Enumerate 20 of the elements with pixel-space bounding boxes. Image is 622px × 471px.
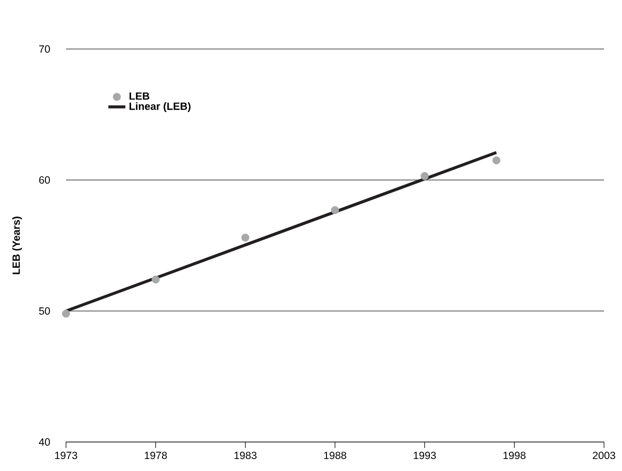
x-tick-label: 1983 bbox=[234, 452, 257, 460]
y-tick-label: 60 bbox=[39, 176, 50, 184]
point bbox=[492, 156, 500, 164]
y-tick-label: 70 bbox=[39, 45, 50, 53]
point bbox=[62, 310, 70, 318]
x-tick-label: 1998 bbox=[504, 452, 526, 460]
point bbox=[241, 234, 250, 242]
x-tick-label: 2003 bbox=[592, 452, 616, 460]
y-axis-title: LEB (Years) bbox=[12, 216, 22, 274]
x-tick-label: 1973 bbox=[55, 452, 78, 460]
y-tick-label: 50 bbox=[39, 307, 50, 315]
point bbox=[420, 172, 429, 180]
x-tick-label: 1988 bbox=[324, 452, 346, 460]
legend-label: Linear (LEB) bbox=[130, 102, 190, 112]
point bbox=[152, 276, 160, 284]
legend-label: LEB bbox=[130, 92, 150, 100]
x-tick-label: 1993 bbox=[414, 452, 436, 460]
y-tick-label: 40 bbox=[38, 438, 50, 446]
point bbox=[331, 206, 339, 214]
x-tick-label: 1978 bbox=[144, 452, 167, 460]
